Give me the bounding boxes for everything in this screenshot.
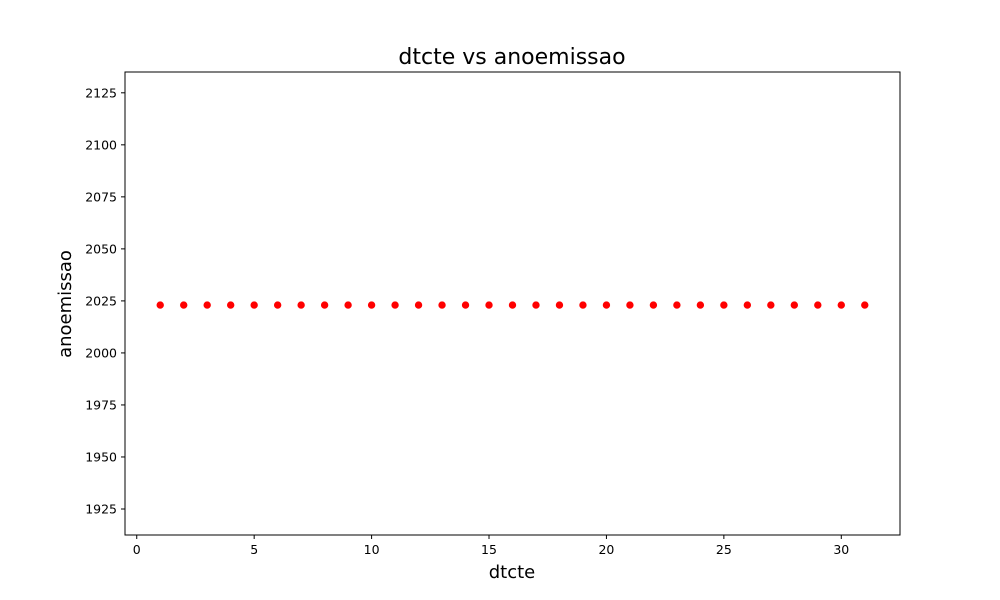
y-tick-label: 2125 <box>85 85 117 100</box>
data-point <box>531 300 541 310</box>
data-point <box>836 300 846 310</box>
y-tick-label: 1975 <box>85 397 117 412</box>
data-point <box>367 300 376 310</box>
y-tick-label: 2000 <box>85 345 117 360</box>
x-tick-label: 10 <box>364 542 380 557</box>
x-tick-label: 15 <box>481 542 497 557</box>
data-point <box>296 300 306 310</box>
data-point <box>226 300 235 310</box>
data-point <box>202 300 212 310</box>
chart-title: dtcte vs anoemissao <box>398 45 625 70</box>
x-tick-label: 20 <box>598 542 614 557</box>
y-axis-label: anoemissao <box>55 250 76 358</box>
data-points <box>155 300 870 310</box>
data-point <box>320 300 329 310</box>
data-point <box>860 300 870 310</box>
x-tick-label: 5 <box>250 542 258 557</box>
data-point <box>766 300 776 310</box>
y-tick-label: 2100 <box>85 137 117 152</box>
y-tick-label: 2050 <box>85 241 117 256</box>
data-point <box>508 300 517 310</box>
data-point <box>461 300 470 310</box>
y-tick-label: 1950 <box>85 449 117 464</box>
data-point <box>578 300 588 310</box>
data-point <box>414 300 423 310</box>
data-point <box>649 300 658 310</box>
data-point <box>625 300 635 310</box>
y-tick-label: 2025 <box>85 293 117 308</box>
y-tick-label: 2075 <box>85 189 117 204</box>
data-point <box>555 300 564 310</box>
data-point <box>155 300 165 310</box>
x-tick-label: 25 <box>716 542 732 557</box>
y-tick-label: 1925 <box>85 501 117 516</box>
x-axis-label: dtcte <box>489 562 536 583</box>
data-point <box>343 300 353 310</box>
data-point <box>484 300 494 310</box>
data-point <box>672 300 682 310</box>
plot-area <box>124 71 901 536</box>
x-tick-label: 0 <box>133 542 141 557</box>
y-axis: 1925 1950 1975 2000 2025 2050 2075 2100 2125 <box>85 85 125 516</box>
data-point <box>790 300 799 310</box>
data-point <box>696 300 705 310</box>
data-point <box>249 300 259 310</box>
x-axis: 0 5 10 15 20 25 30 <box>133 535 849 557</box>
data-point <box>743 300 752 310</box>
data-point <box>602 300 611 310</box>
data-point <box>719 300 729 310</box>
data-point <box>179 300 189 310</box>
data-point <box>390 300 400 310</box>
data-point <box>437 300 447 310</box>
data-point <box>273 300 282 310</box>
data-point <box>813 300 823 310</box>
x-tick-label: 30 <box>833 542 849 557</box>
